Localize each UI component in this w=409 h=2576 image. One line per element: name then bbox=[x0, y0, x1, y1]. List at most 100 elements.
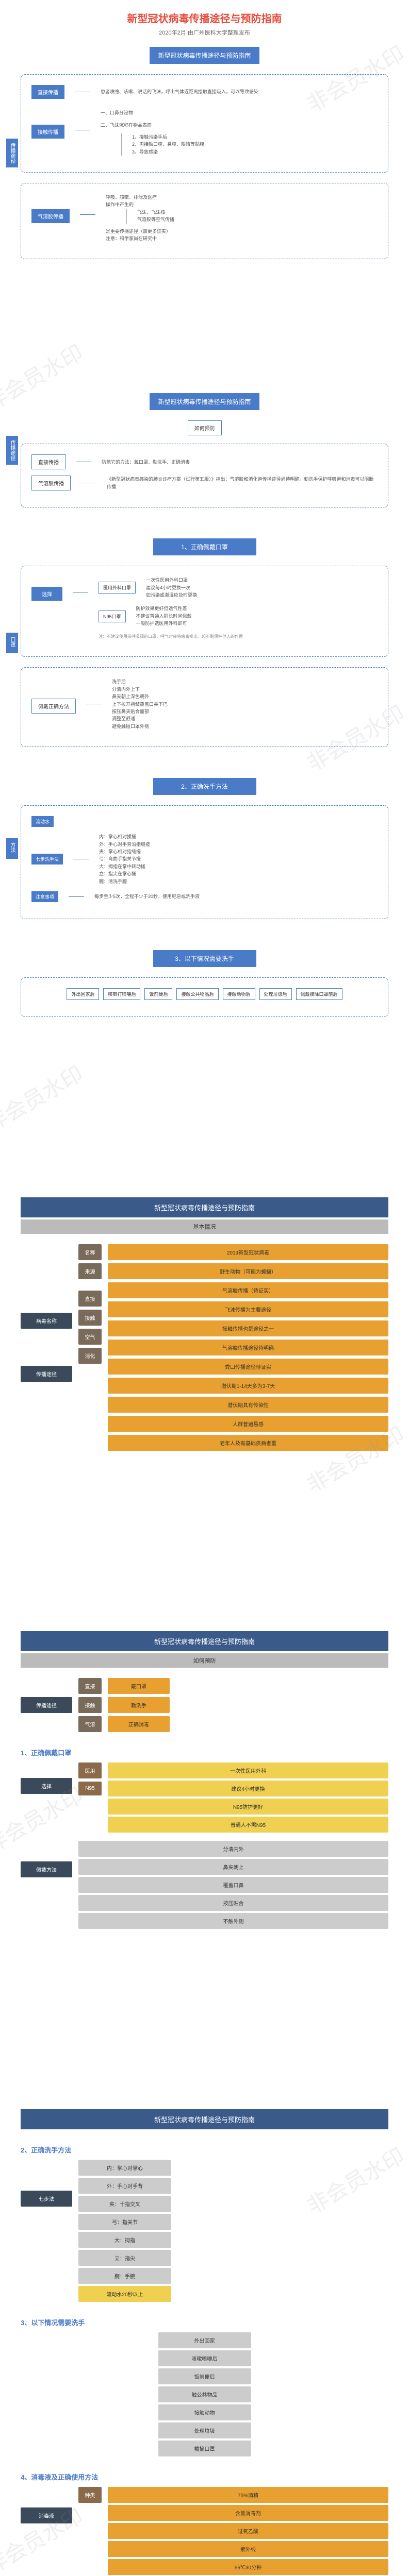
item: 戴摘口罩 bbox=[158, 2441, 251, 2456]
item: 是重要传播途径（需更多证实） bbox=[106, 228, 378, 235]
numbered-sub: 3、以下情况需要洗手 bbox=[21, 2317, 388, 2327]
item: 弓：指关节 bbox=[78, 2214, 171, 2230]
node: 医用 bbox=[78, 1762, 102, 1778]
mm-left-node: 病毒名称 bbox=[21, 1313, 72, 1329]
item: 一般防护选医用外科即可 bbox=[136, 620, 378, 627]
mm-right-node: 戴口罩 bbox=[108, 1678, 170, 1694]
section-handwash: 2、正确洗手方法 方法 流动水 七步洗手法 内：掌心相对揉搓 外：手心对手背沿指… bbox=[21, 778, 388, 919]
step: 洗手后 bbox=[112, 678, 378, 685]
connector bbox=[69, 896, 84, 897]
node: 医用外科口罩 bbox=[99, 582, 136, 594]
section-mask: 1、正确佩戴口罩 口罩 选择 医用外科口罩 一次性医用外科口罩 建议每4小时更换… bbox=[21, 538, 388, 747]
mindmap-wash: 新型冠状病毒传播途径与预防指南 2、正确洗手方法 七步法 内：掌心对掌心 外：手… bbox=[21, 2109, 388, 2575]
page-title: 新型冠状病毒传播途径与预防指南 bbox=[0, 0, 409, 28]
node-aerosol: 气溶胶传播 bbox=[31, 209, 70, 223]
dashed-box-2: 气溶胶传播 呼吸、咳嗽、排泄及医疗 操作中产生的 飞沫、飞沫核 气溶胶等空气传播… bbox=[21, 183, 388, 259]
item: 一次性医用外科 bbox=[108, 1762, 388, 1778]
sub-node: 如何预防 bbox=[188, 420, 222, 435]
section-header: 3、以下情况需要洗手 bbox=[153, 950, 256, 967]
item: 含氯消毒剂 bbox=[108, 2505, 388, 2521]
mm-mid-node: 直接 bbox=[78, 1678, 102, 1694]
item: 2、再接触口腔、鼻腔、眼睛等黏膜 bbox=[132, 141, 378, 148]
mm-mid-node: 名称 bbox=[78, 1244, 102, 1260]
node: 气溶胶传播 bbox=[31, 476, 71, 490]
mm-mid-node: 来源 bbox=[78, 1263, 102, 1279]
item: 接触公共物品后 bbox=[176, 988, 218, 1000]
dashed-box-wear: 佩戴正确方法 洗手后 分清内外上下 鼻夹朝上深色朝外 上下拉开褶皱覆盖口鼻下巴 … bbox=[21, 667, 388, 747]
dashed-box: 外出回家后 咳嗽打喷嚏后 饭前便后 接触公共物品后 接触动物后 处理垃圾后 佩戴… bbox=[21, 977, 388, 1017]
item: 弓：弯曲手指关节搓 bbox=[99, 855, 378, 862]
mm-right-node: 飞沫传播为主要途径 bbox=[108, 1301, 388, 1317]
mm-right-node: 正确消毒 bbox=[108, 1716, 170, 1732]
item: 处理垃圾 bbox=[158, 2422, 251, 2438]
step: 分清内外上下 bbox=[112, 686, 378, 693]
section-wash-situations: 3、以下情况需要洗手 外出回家后 咳嗽打喷嚏后 饭前便后 接触公共物品后 接触动… bbox=[21, 950, 388, 1017]
item: 分清内外 bbox=[78, 1841, 388, 1857]
item: 触公共物品 bbox=[158, 2386, 251, 2402]
section-header: 新型冠状病毒传播途径与预防指南 bbox=[150, 393, 259, 410]
group-a: 一、口鼻分泌物 bbox=[101, 109, 378, 116]
item: 注意：科学家尚在研究中 bbox=[106, 235, 378, 242]
item: 饭前便后 bbox=[158, 2368, 251, 2384]
mm-left-node: 传播途径 bbox=[21, 1697, 72, 1713]
item: 大：拇指在掌中转动搓 bbox=[99, 863, 378, 870]
item: 接触动物 bbox=[158, 2404, 251, 2420]
item: 咳嗽喷嚏后 bbox=[158, 2350, 251, 2366]
item: 大：拇指 bbox=[78, 2232, 171, 2248]
item: 紫外线 bbox=[108, 2541, 388, 2557]
node-direct: 直接传播 bbox=[31, 85, 64, 99]
dashed-box: 流动水 七步洗手法 内：掌心相对揉搓 外：手心对手背沿指缝搓 夹：掌心相对指缝搓… bbox=[21, 805, 388, 919]
step: 按压鼻夹贴合面部 bbox=[112, 708, 378, 715]
mm-header: 新型冠状病毒传播途径与预防指南 bbox=[21, 1631, 388, 1651]
section-header: 1、正确佩戴口罩 bbox=[153, 538, 256, 555]
node: 消毒液 bbox=[21, 2507, 72, 2523]
mm-mid-node: 接触 bbox=[78, 1310, 102, 1326]
item: 鼻夹朝上 bbox=[78, 1859, 388, 1875]
item: 佩戴摘除口罩前后 bbox=[296, 988, 342, 1000]
mm-subheader: 如何预防 bbox=[21, 1653, 388, 1668]
item: 内：掌心对掌心 bbox=[78, 2160, 171, 2176]
connector bbox=[80, 214, 95, 215]
node: 种类 bbox=[78, 2487, 102, 2503]
node-contact: 接触传播 bbox=[31, 125, 64, 139]
mm-mid-node: 气溶 bbox=[78, 1716, 102, 1732]
mm-right-node: 气溶胶传播（待证实） bbox=[108, 1282, 388, 1298]
item: 外：手心对手背 bbox=[78, 2178, 171, 2194]
item: 建议每4小时更换一次 bbox=[146, 584, 378, 591]
item: 按压贴合 bbox=[78, 1895, 388, 1911]
node: 注意事项 bbox=[31, 891, 58, 902]
mm-right-node: 勤洗手 bbox=[108, 1697, 170, 1713]
mm-mid-node: 空气 bbox=[78, 1329, 102, 1345]
group-b: 二、飞沫沉积在物品表面 bbox=[101, 122, 378, 129]
text: 《新型冠状病毒感染的肺炎诊疗方案（试行第五版）》指出：气溶胶和消化道传播途径尚待… bbox=[107, 476, 378, 490]
text: 防范它的方法：戴口罩、勤洗手、正确消毒 bbox=[102, 459, 378, 466]
item: 呼吸、咳嗽、排泄及医疗 bbox=[106, 194, 378, 201]
mm-mid-node: 接触 bbox=[78, 1697, 102, 1713]
item: 56℃30分钟 bbox=[108, 2559, 388, 2575]
item: 飞沫、飞沫核 bbox=[137, 209, 378, 216]
item: 建议4小时更换 bbox=[108, 1781, 388, 1797]
dashed-box: 直接传播 防范它的方法：戴口罩、勤洗手、正确消毒 气溶胶传播 《新型冠状病毒感染… bbox=[21, 444, 388, 507]
subtitle: 2020年2月 由广州医科大学整理发布 bbox=[0, 28, 409, 37]
side-tag: 传播途径 bbox=[6, 139, 18, 167]
mm-right-node: 野生动物（可能为蝙蝠） bbox=[108, 1263, 388, 1279]
section-transmission: 新型冠状病毒传播途径与预防指南 传播途径 直接传播 患者喷嚏、咳嗽、说话的飞沫，… bbox=[21, 47, 388, 259]
side-tag: 传播途径 bbox=[6, 436, 18, 465]
dashed-box-1: 直接传播 患者喷嚏、咳嗽、说话的飞沫，呼出气体近距离接触直接吸入，可以导致感染 … bbox=[21, 74, 388, 173]
mm-mid-node: 直接 bbox=[78, 1291, 102, 1307]
node: 佩戴方法 bbox=[21, 1861, 72, 1877]
node: 选择 bbox=[21, 1778, 72, 1794]
mm-right-node: 老年人及有基础疾病者重 bbox=[108, 1435, 388, 1451]
note: 注：不建议使用带呼吸阀的口罩，呼气时会将病毒排出，起不到保护他人的作用 bbox=[99, 634, 378, 640]
item: 1、接触污染手后 bbox=[132, 133, 378, 141]
item: N95防护更好 bbox=[108, 1799, 388, 1815]
item: 夹：掌心相对指缝搓 bbox=[99, 848, 378, 855]
item: 气溶胶等空气传播 bbox=[137, 216, 378, 223]
mm-right-node: 2019新型冠状病毒 bbox=[108, 1244, 388, 1260]
mm-right-node: 气溶胶传播途径待明确 bbox=[108, 1340, 388, 1355]
item: 不触外侧 bbox=[78, 1913, 388, 1929]
step: 避免触碰口罩外侧 bbox=[112, 723, 378, 730]
mm-left-node: 传播途径 bbox=[21, 1366, 72, 1382]
node: 七步法 bbox=[21, 2191, 72, 2207]
item: 立：指尖在掌心搓 bbox=[99, 870, 378, 877]
